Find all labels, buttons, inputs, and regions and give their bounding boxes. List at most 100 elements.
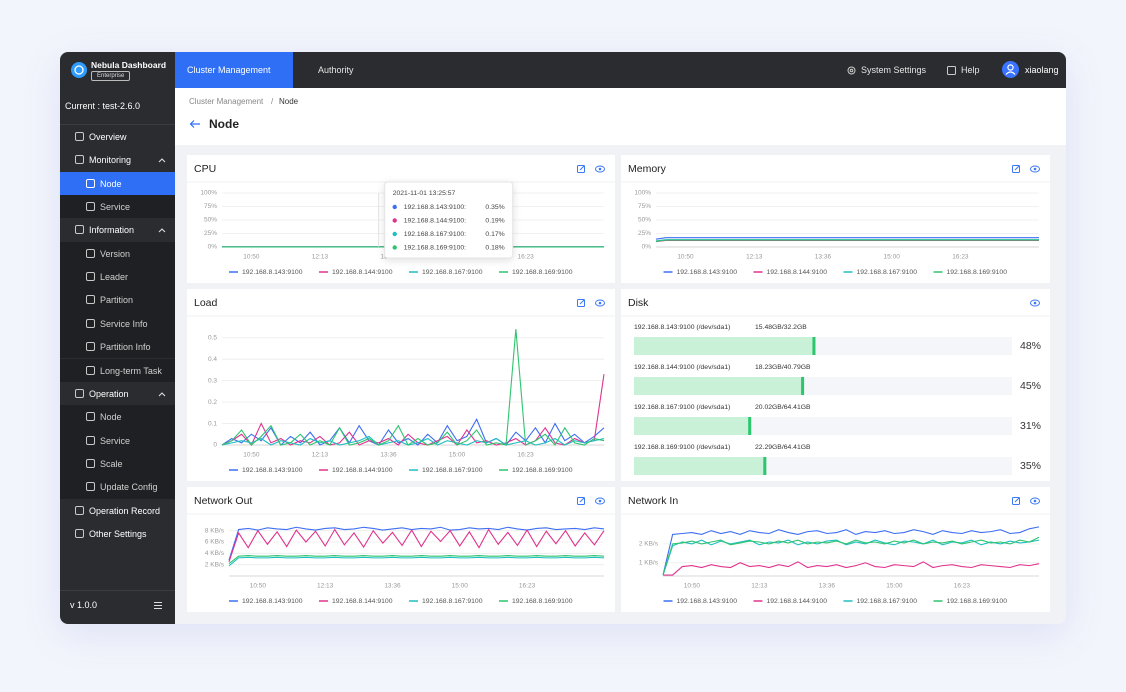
chart-panel: CPU0%25%50%75%100%10:5012:1313:3615:0016…: [187, 155, 615, 283]
submenu-item[interactable]: Service: [60, 428, 175, 452]
chart: CPU0%25%50%75%100%10:5012:1313:3615:0016…: [187, 163, 615, 276]
tooltip-label: 192.168.8.169:9100:: [404, 244, 466, 251]
chart: Memory 0% 25% 50% 75% 100% 10:50 12:13 13:36 15:0…: [621, 163, 1050, 276]
y-tick-label: 2 KB/s: [639, 541, 659, 548]
menu-icon: [86, 412, 95, 422]
legend-label: 192.168.8.167:9100: [422, 269, 483, 276]
x-tick-label: 16:23: [519, 583, 536, 590]
icon-shape: [1033, 167, 1037, 171]
legend-label: 192.168.8.167:9100: [422, 467, 483, 474]
chart-panel: Disk 192.168.8.143:9100 (/dev/sda1) 15.48G…: [621, 289, 1050, 481]
menu-item[interactable]: Overview: [60, 125, 175, 148]
system-settings[interactable]: System Settings: [861, 65, 927, 75]
legend-label: 192.168.8.169:9100: [947, 598, 1008, 605]
view-icon[interactable]: [595, 497, 605, 505]
view-icon[interactable]: [1030, 497, 1040, 505]
tooltip-label: 192.168.8.144:9100:: [404, 217, 466, 224]
menu-label: Overview: [89, 132, 127, 142]
submenu-item[interactable]: Node: [60, 171, 175, 196]
chart: Network Out 2 KB/s 4 KB/s 6 KB/s 8 KB/s 10:50…: [187, 495, 615, 605]
submenu-item[interactable]: Partition: [60, 288, 175, 312]
series-line: [662, 539, 1040, 576]
legend-label: 192.168.8.169:9100: [947, 269, 1008, 276]
x-tick-label: 15:00: [452, 583, 469, 590]
view-icon[interactable]: [595, 165, 605, 173]
edit-icon[interactable]: [1012, 497, 1020, 505]
x-tick-label: 13:36: [380, 452, 397, 459]
series-line: [221, 329, 605, 446]
avatar[interactable]: [1002, 61, 1019, 78]
view-icon[interactable]: [595, 299, 605, 307]
submenu-item[interactable]: Version: [60, 241, 175, 266]
help-icon: [947, 66, 956, 75]
y-tick-label: 0%: [208, 244, 218, 251]
icon-shape: [86, 482, 95, 492]
legend-label: 192.168.8.169:9100: [512, 269, 573, 276]
tooltip-label: 192.168.8.167:9100:: [404, 231, 466, 238]
menu-item[interactable]: Operation Record: [60, 499, 175, 522]
tooltip-dot: [392, 231, 397, 237]
icon-shape: [86, 202, 95, 212]
submenu-item[interactable]: Scale: [60, 451, 175, 476]
breadcrumb-item[interactable]: Cluster Management: [189, 97, 264, 106]
help[interactable]: Help: [961, 65, 980, 75]
main-content: Cluster Management / Node Node CPU 0% 25% 5…: [175, 88, 1066, 624]
submenu-item[interactable]: Leader: [60, 265, 175, 289]
caret: [158, 158, 166, 163]
submenu-item[interactable]: Service: [60, 195, 175, 219]
icon-shape: [579, 299, 585, 305]
submenu-item[interactable]: Service Info: [60, 311, 175, 336]
edit-icon[interactable]: [1012, 165, 1020, 173]
menu-item[interactable]: Information: [60, 218, 175, 241]
menu-icon: [86, 248, 95, 258]
view-icon[interactable]: [1030, 299, 1040, 307]
edit-icon[interactable]: [577, 299, 585, 307]
menu-label: Other Settings: [89, 528, 147, 539]
y-tick-label: 50%: [638, 217, 651, 224]
disk-usage: 22.29GB/64.41GB: [755, 444, 811, 451]
edit-icon[interactable]: [577, 497, 585, 505]
view-icon[interactable]: [1030, 165, 1040, 173]
menu-item[interactable]: Other Settings: [60, 522, 175, 545]
y-tick-label: 0: [213, 442, 217, 449]
y-tick-label: 8 KB/s: [205, 527, 225, 534]
x-tick-label: 13:36: [815, 254, 832, 261]
collapse-icon[interactable]: [153, 601, 163, 610]
panel-title: Memory: [628, 163, 667, 175]
x-tick-label: 13:36: [384, 583, 401, 590]
panel-title: CPU: [194, 163, 216, 175]
submenu-item[interactable]: Update Config: [60, 475, 175, 499]
menu-icon: [86, 435, 95, 445]
y-tick-label: 0.3: [208, 377, 217, 384]
tooltip-dot: [392, 245, 397, 250]
menu-icon: [86, 482, 95, 492]
x-tick-label: 10:50: [677, 254, 694, 261]
icon-shape: [86, 365, 95, 375]
disk-label: 192.168.8.144:9100 (/dev/sda1): [634, 364, 730, 371]
icon-shape: [75, 505, 84, 515]
icon-shape: [86, 318, 95, 328]
bar: [634, 457, 767, 475]
submenu-item[interactable]: Partition Info: [60, 335, 175, 359]
tooltip-title: 2021-11-01 13:25:57: [393, 190, 456, 197]
chart-panel: Memory 0% 25% 50% 75% 100% 10:50 12:13 13:36 15:0…: [621, 155, 1050, 283]
x-tick-label: 12:13: [317, 583, 334, 590]
nav-tab[interactable]: Cluster Management: [187, 65, 271, 75]
y-tick-label: 0.5: [208, 334, 217, 341]
edit-icon[interactable]: [577, 165, 585, 173]
page-title: Node: [209, 117, 239, 131]
menu-item[interactable]: Operation: [60, 382, 175, 405]
menu-item[interactable]: Monitoring: [60, 148, 175, 171]
icon-shape: [86, 342, 95, 352]
back-arrow[interactable]: [189, 119, 201, 129]
disk-usage: 15.48GB/32.2GB: [755, 324, 807, 331]
bar-edge: [748, 417, 752, 435]
username[interactable]: xiaolang: [1025, 65, 1059, 75]
menu-icon: [86, 178, 95, 188]
submenu-item[interactable]: Node: [60, 405, 175, 429]
icon-shape: [579, 497, 585, 503]
x-tick-label: 12:13: [751, 583, 768, 590]
nav-tab[interactable]: Authority: [318, 65, 354, 75]
submenu-item[interactable]: Long-term Task: [60, 358, 175, 382]
x-tick-label: 16:23: [518, 452, 535, 459]
